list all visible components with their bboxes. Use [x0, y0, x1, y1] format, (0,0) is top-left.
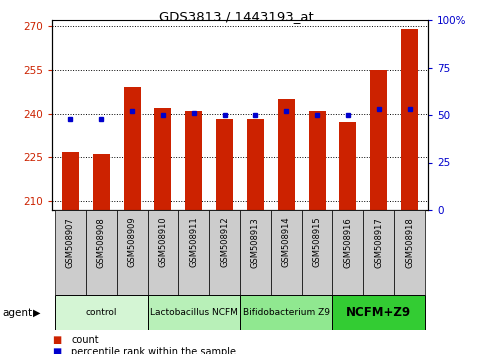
Bar	[309, 110, 326, 210]
Bar	[147, 210, 178, 295]
Bar	[124, 87, 141, 210]
Bar	[185, 110, 202, 210]
Bar	[278, 99, 295, 210]
Bar	[247, 119, 264, 210]
Bar	[240, 295, 332, 330]
Text: GSM508910: GSM508910	[158, 217, 168, 267]
Bar	[155, 108, 171, 210]
Bar	[178, 210, 209, 295]
Text: GSM508918: GSM508918	[405, 217, 414, 268]
Bar	[401, 29, 418, 210]
Text: GSM508907: GSM508907	[66, 217, 75, 268]
Text: count: count	[71, 335, 99, 345]
Bar	[370, 70, 387, 210]
Text: agent: agent	[2, 308, 32, 318]
Bar	[332, 210, 363, 295]
Text: NCFM+Z9: NCFM+Z9	[346, 306, 411, 319]
Bar	[93, 154, 110, 210]
Text: GSM508917: GSM508917	[374, 217, 383, 268]
Text: ▶: ▶	[33, 308, 41, 318]
Text: GSM508912: GSM508912	[220, 217, 229, 267]
Bar	[86, 210, 117, 295]
Bar	[394, 210, 425, 295]
Bar	[62, 152, 79, 210]
Bar	[117, 210, 147, 295]
Bar	[55, 210, 86, 295]
Bar	[147, 295, 240, 330]
Bar	[363, 210, 394, 295]
Text: GSM508914: GSM508914	[282, 217, 291, 267]
Text: control: control	[85, 308, 117, 317]
Bar	[240, 210, 271, 295]
Text: ■: ■	[52, 347, 61, 354]
Text: percentile rank within the sample: percentile rank within the sample	[71, 347, 236, 354]
Bar	[209, 210, 240, 295]
Text: GSM508916: GSM508916	[343, 217, 353, 268]
Bar	[216, 119, 233, 210]
Bar	[340, 122, 356, 210]
Text: GSM508915: GSM508915	[313, 217, 322, 267]
Text: Lactobacillus NCFM: Lactobacillus NCFM	[150, 308, 238, 317]
Bar	[302, 210, 332, 295]
Text: GSM508909: GSM508909	[128, 217, 137, 267]
Text: Bifidobacterium Z9: Bifidobacterium Z9	[243, 308, 330, 317]
Text: ■: ■	[52, 335, 61, 345]
Bar	[55, 295, 147, 330]
Text: GSM508908: GSM508908	[97, 217, 106, 268]
Bar	[271, 210, 302, 295]
Text: GSM508913: GSM508913	[251, 217, 260, 268]
Bar	[332, 295, 425, 330]
Text: GSM508911: GSM508911	[189, 217, 198, 267]
Text: GDS3813 / 1443193_at: GDS3813 / 1443193_at	[159, 10, 314, 23]
